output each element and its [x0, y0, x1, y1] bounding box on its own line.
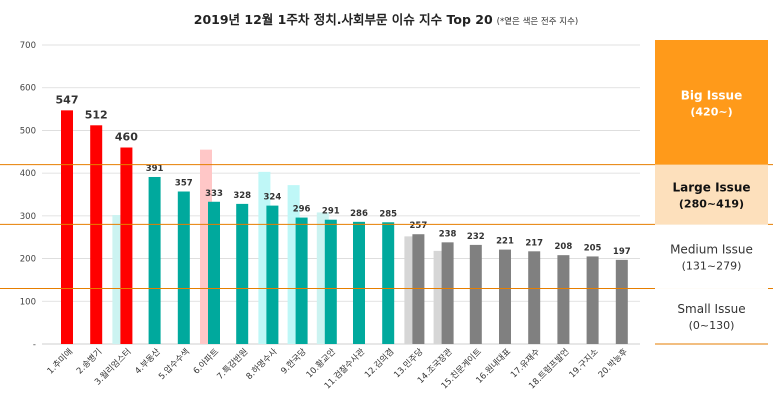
- y-tick-label: 100: [20, 297, 36, 307]
- legend-item: Large Issue (280~419): [655, 164, 768, 225]
- legend-title: Medium Issue: [670, 242, 753, 256]
- legend-box: [655, 40, 768, 165]
- bar: [266, 205, 279, 344]
- legend-range: (0~130): [689, 319, 735, 332]
- x-tick-label: 19.구지소: [567, 347, 600, 380]
- issue-level-legend: Big Issue (420~) Large Issue (280~419) Mediu…: [655, 40, 768, 345]
- y-tick-label: -: [33, 340, 36, 350]
- legend-title: Large Issue: [673, 181, 751, 195]
- legend-box: [655, 224, 768, 289]
- bar: [586, 256, 599, 344]
- x-tick-label: 5.압수수색: [156, 346, 192, 382]
- value-label: 217: [525, 238, 543, 248]
- value-label: 232: [467, 232, 485, 242]
- value-label: 328: [233, 191, 251, 201]
- bar: [528, 251, 541, 344]
- legend-title: Small Issue: [677, 302, 745, 316]
- legend-item: Small Issue (0~130): [655, 288, 768, 344]
- value-label: 357: [175, 179, 193, 189]
- chart-title-group: 2019년 12월 1주차 정치.사회부문 이슈 지수 Top 20 (*옅은 색…: [194, 12, 578, 27]
- legend-range: (420~): [690, 105, 732, 118]
- x-tick-label: 1.추미애: [46, 347, 75, 376]
- bar: [382, 222, 395, 344]
- value-label: 257: [410, 221, 428, 231]
- value-label: 208: [555, 242, 573, 252]
- x-tick-label: 6.아파트: [191, 346, 221, 376]
- bar: [615, 259, 628, 344]
- value-label: 238: [439, 229, 457, 239]
- bar: [295, 217, 308, 344]
- x-tick-label: 9.한국당: [279, 346, 309, 376]
- x-tick-label: 12.김의겸: [362, 346, 396, 380]
- y-tick-label: 600: [20, 84, 36, 94]
- bar: [61, 110, 73, 344]
- y-tick-label: 400: [20, 169, 36, 179]
- legend-box: [655, 164, 768, 225]
- bar: [120, 147, 133, 344]
- x-tick-label: 20.박능후: [596, 346, 630, 380]
- bar: [236, 203, 249, 344]
- gridlines: [42, 44, 640, 345]
- previous-week-bars: [112, 149, 446, 344]
- value-label: 285: [379, 209, 397, 219]
- y-tick-label: 500: [20, 126, 36, 136]
- chart-title: 2019년 12월 1주차 정치.사회부문 이슈 지수 Top 20 (*옅은 색…: [194, 12, 578, 27]
- value-label: 391: [146, 164, 164, 174]
- x-tick-label: 2.송병기: [75, 347, 104, 376]
- threshold-lines: [0, 164, 773, 289]
- value-label: 205: [584, 243, 602, 253]
- value-label: 221: [496, 237, 514, 247]
- legend-range: (131~279): [682, 259, 742, 272]
- bar: [208, 201, 220, 344]
- bar: [557, 255, 570, 344]
- bar: [499, 249, 511, 344]
- y-axis: - 100 200 300 400 500 600 700: [20, 41, 36, 350]
- legend-title: Big Issue: [681, 88, 742, 102]
- value-label: 291: [322, 207, 340, 217]
- value-label: 286: [350, 209, 368, 219]
- chart-title-main: 2019년 12월 1주차 정치.사회부문 이슈 지수 Top 20: [194, 12, 493, 27]
- y-tick-label: 700: [20, 41, 36, 51]
- value-label: 197: [613, 247, 631, 257]
- bar: [324, 219, 337, 344]
- current-week-bars: [61, 110, 628, 344]
- x-tick-label: 4.부동산: [133, 346, 163, 376]
- legend-item: Big Issue (420~): [655, 40, 768, 165]
- value-label: 296: [293, 205, 311, 215]
- bar: [177, 191, 190, 344]
- value-label: 324: [264, 193, 282, 203]
- bar: [353, 221, 365, 344]
- value-labels: 547 512 460 391 357 333 328 324 296 291 286 285 257 2…: [56, 93, 631, 256]
- legend-item: Medium Issue (131~279): [655, 224, 768, 289]
- bar: [412, 234, 425, 344]
- bar: [469, 244, 482, 344]
- bar: [90, 125, 103, 344]
- chart-title-note: (*옅은 색은 전주 지수): [497, 16, 579, 27]
- legend-range: (280~419): [679, 198, 744, 211]
- bar: [148, 176, 161, 344]
- value-label: 512: [85, 108, 108, 121]
- legend-box: [655, 288, 768, 344]
- y-tick-label: 200: [20, 255, 36, 265]
- bar: [441, 242, 454, 344]
- x-tick-label: 8.하명수사: [244, 346, 280, 382]
- value-label: 547: [56, 93, 79, 106]
- value-label: 333: [205, 189, 223, 199]
- y-tick-label: 300: [20, 212, 36, 222]
- value-label: 460: [115, 131, 138, 144]
